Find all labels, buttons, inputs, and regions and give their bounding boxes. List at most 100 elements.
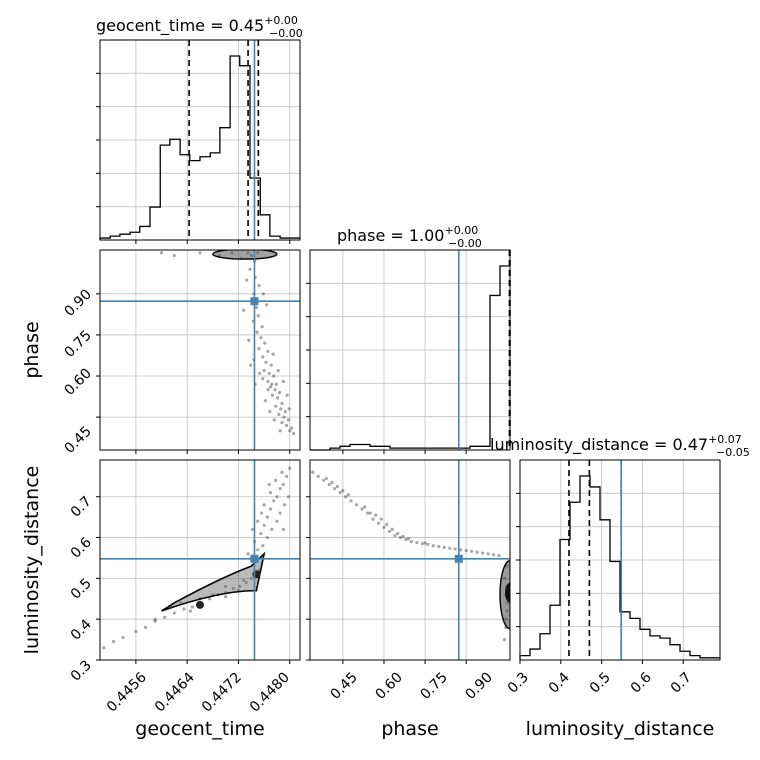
hist-luminosity-distance-bar-0 [520, 656, 530, 660]
scatter-time-phase-point-14 [255, 330, 259, 334]
scatter-time-phase-point-52 [261, 292, 266, 296]
hist-geocent-time-bar-4 [140, 226, 150, 240]
scatter-time-dist-point-2 [121, 635, 125, 640]
scatter-time-phase-point-53 [265, 303, 269, 307]
scatter-time-phase-point-66 [258, 371, 262, 375]
scatter-phase-dist-point-34 [497, 553, 501, 558]
hist-geocent-time-bar-2 [120, 234, 130, 240]
scatter-time-dist-point-17 [249, 576, 253, 580]
panel-hist-luminosity-distance [516, 459, 721, 664]
hist-geocent-time-bar-9 [190, 161, 200, 240]
scatter-time-phase-point-25 [266, 379, 270, 384]
scatter-phase-dist-point-45 [390, 527, 394, 531]
scatter-phase-dist-points [311, 470, 510, 642]
scatter-phase-dist-point-5 [338, 491, 342, 495]
scatter-time-dist-point-28 [262, 503, 266, 507]
hist-geocent-time-bar-10 [200, 157, 210, 240]
scatter-time-phase-point-21 [269, 363, 273, 367]
scatter-phase-dist-point-14 [387, 529, 392, 534]
scatter-time-dist-point-30 [275, 495, 279, 499]
scatter-time-phase-point-36 [283, 410, 287, 414]
scatter-phase-dist-point-24 [442, 545, 446, 549]
scatter-time-dist-point-47 [267, 482, 271, 487]
scatter-time-phase-point-68 [249, 363, 253, 367]
scatter-phase-dist-point-12 [376, 521, 381, 525]
scatter-phase-dist-point-0 [311, 470, 315, 474]
scatter-phase-dist-point-13 [382, 525, 386, 529]
title-luminosity-distance: luminosity_distance = 0.47+0.07 [490, 433, 742, 455]
scatter-time-phase-point-11 [256, 314, 260, 318]
scatter-phase-dist-point-40 [346, 493, 350, 497]
scatter-time-phase-point-13 [260, 325, 264, 329]
scatter-time-dist-point-7 [172, 611, 176, 615]
scatter-time-phase-point-24 [272, 374, 276, 378]
hist-luminosity-distance-frame [519, 459, 721, 661]
scatter-time-phase-point-46 [172, 253, 176, 258]
scatter-phase-dist-point-16 [398, 535, 403, 540]
scatter-time-dist-point-44 [246, 552, 250, 556]
scatter-phase-dist-point-10 [365, 511, 370, 515]
scatter-phase-dist-point-29 [470, 549, 474, 554]
xlabel-luminosity-distance: luminosity_distance [526, 718, 715, 740]
scatter-phase-dist-point-36 [379, 517, 383, 521]
title-luminosity-distance-lower: −0.05 [716, 446, 750, 459]
scatter-time-phase-point-64 [261, 377, 265, 381]
scatter-time-dist-point-23 [259, 531, 263, 536]
scatter-time-dist-point-49 [281, 527, 285, 531]
scatter-time-dist-point-32 [278, 486, 282, 491]
scatter-phase-dist-point-31 [481, 551, 485, 555]
scatter-phase-dist-point-25 [448, 546, 452, 550]
scatter-time-phase-point-28 [268, 385, 273, 389]
hist-geocent-time-bar-8 [180, 155, 190, 240]
panel-scatter-phase-vs-luminosity-distance [306, 459, 511, 664]
hist-luminosity-distance-bar-16 [680, 651, 690, 660]
scatter-phase-dist-point-35 [374, 513, 378, 517]
title-phase-lower: −0.00 [448, 237, 482, 250]
scatter-time-phase-point-18 [266, 349, 270, 353]
scatter-phase-dist-point-44 [324, 476, 329, 480]
scatter-time-dist-point-38 [265, 535, 269, 540]
scatter-time-phase-point-63 [278, 429, 282, 433]
scatter-time-dist-point-21 [256, 548, 260, 552]
scatter-time-phase-point-57 [276, 368, 280, 373]
scatter-phase-dist-point-46 [396, 531, 400, 536]
hist-geocent-time-bar-5 [150, 207, 160, 240]
scatter-time-phase-points [159, 250, 296, 436]
scatter-time-phase-point-29 [273, 388, 277, 392]
scatter-time-phase-point-65 [266, 388, 270, 392]
hist-geocent-time-bar-3 [130, 232, 140, 240]
hist-geocent-time-bar-12 [220, 128, 230, 240]
scatter-time-dist-point-6 [163, 615, 167, 619]
ylabel-luminosity-distance: luminosity_distance [21, 466, 43, 655]
scatter-time-dist-point-36 [280, 470, 284, 474]
hist-luminosity-distance-bar-14 [660, 638, 670, 660]
scatter-phase-dist-point-54 [502, 637, 507, 642]
scatter-phase-dist-point-2 [322, 478, 326, 483]
scatter-phase-dist-point-27 [459, 548, 463, 552]
hist-luminosity-distance-bar-7 [590, 487, 600, 660]
hist-geocent-time-bar-16 [260, 215, 270, 240]
scatter-time-phase-point-50 [245, 278, 249, 282]
scatter-time-dist-point-56 [188, 609, 192, 613]
scatter-time-phase-point-5 [248, 267, 252, 271]
hist-luminosity-distance-bar-9 [610, 561, 620, 660]
scatter-phase-dist-point-42 [335, 484, 339, 489]
scatter-time-dist-core-2 [252, 570, 261, 579]
scatter-phase-dist-point-1 [316, 474, 320, 478]
scatter-phase-dist-point-37 [385, 522, 389, 527]
scatter-time-phase-point-16 [263, 341, 267, 345]
scatter-time-dist-frame [99, 459, 301, 661]
scatter-time-dist-point-48 [259, 511, 264, 515]
scatter-time-dist-point-3 [134, 629, 138, 634]
hist-luminosity-distance-bar-5 [570, 502, 580, 660]
hist-phase-bar-19 [500, 266, 510, 450]
scatter-time-dist-point-33 [281, 482, 285, 487]
scatter-time-phase-point-34 [274, 404, 278, 408]
scatter-phase-dist-point-4 [333, 486, 337, 491]
scatter-time-phase-point-27 [274, 382, 278, 386]
scatter-time-phase-point-10 [254, 305, 259, 310]
scatter-phase-dist-point-7 [349, 499, 353, 503]
scatter-time-dist-point-59 [241, 578, 246, 583]
hist-phase-bar-18 [490, 295, 500, 450]
